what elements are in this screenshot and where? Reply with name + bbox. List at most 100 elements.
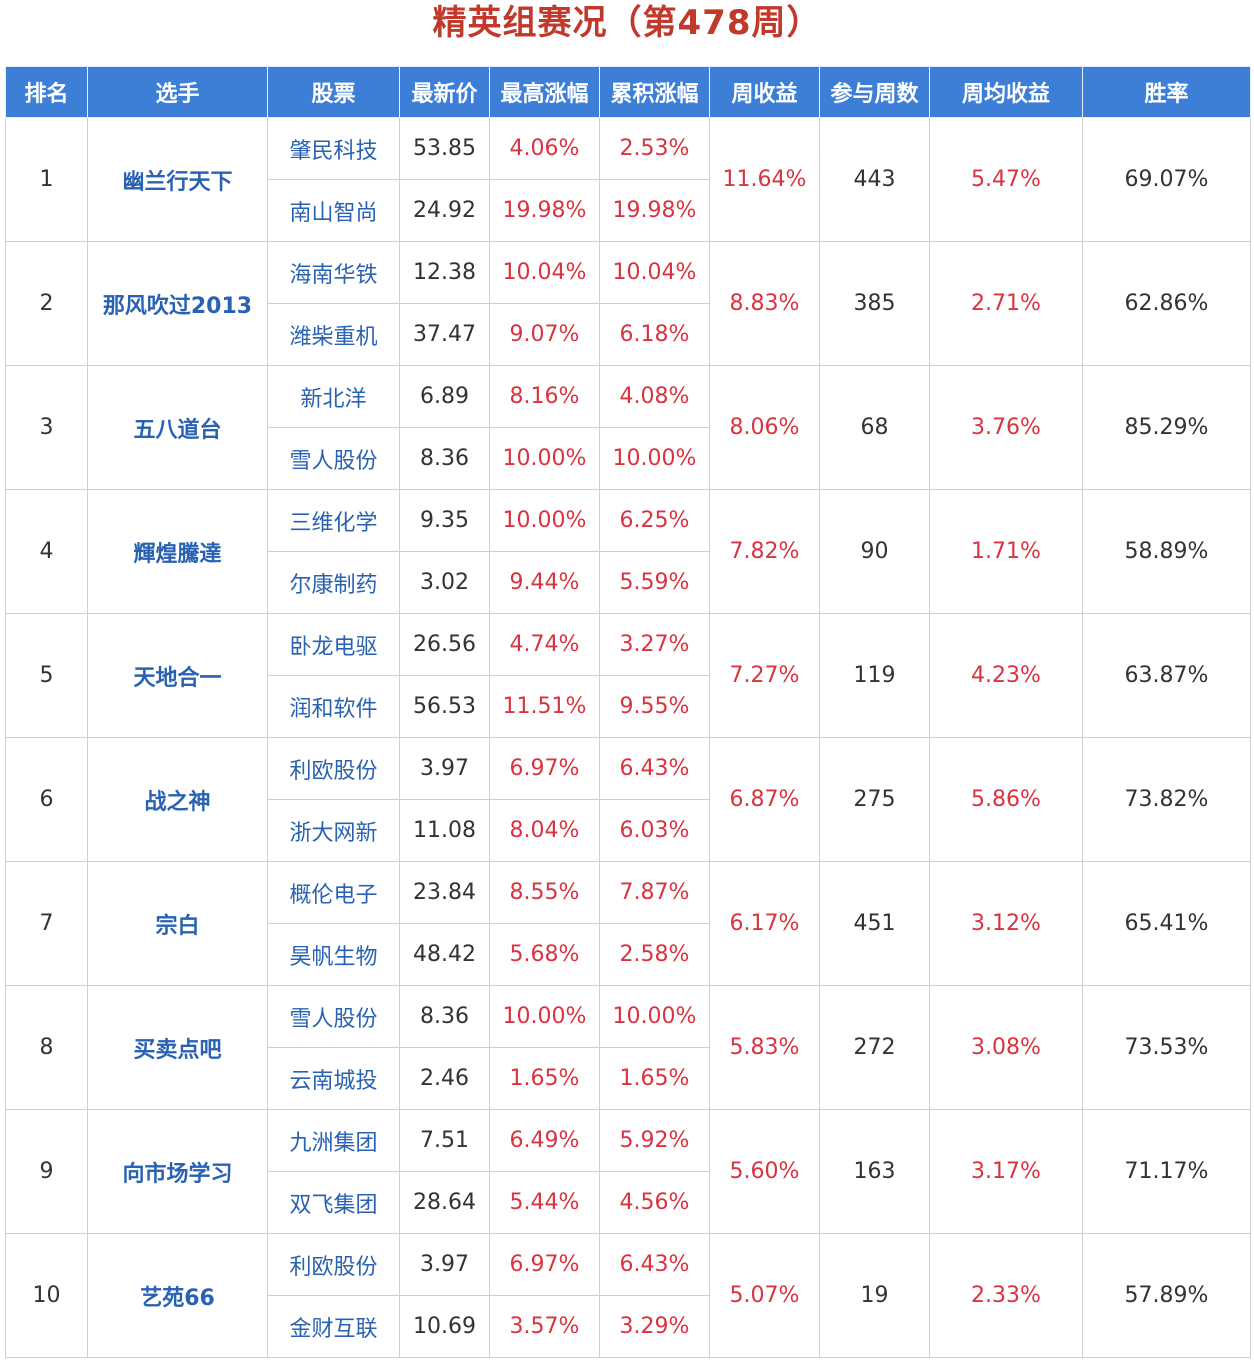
weekly-return-cell: 5.83% xyxy=(709,985,820,1110)
stock-link[interactable]: 润和软件 xyxy=(267,675,400,738)
cum-gain-cell: 5.92% xyxy=(599,1109,710,1172)
player-link[interactable]: 天地合一 xyxy=(87,613,268,738)
win-rate-cell: 62.86% xyxy=(1082,241,1251,366)
player-link[interactable]: 五八道台 xyxy=(87,365,268,490)
price-cell: 3.97 xyxy=(399,737,490,800)
table-row: 金财互联 10.69 3.57% 3.29% xyxy=(6,1295,1251,1358)
stock-link[interactable]: 利欧股份 xyxy=(267,1233,400,1296)
cum-gain-cell: 2.53% xyxy=(599,117,710,180)
weeks-cell: 90 xyxy=(819,489,930,614)
table-row: 潍柴重机 37.47 9.07% 6.18% xyxy=(6,303,1251,366)
cum-gain-cell: 6.43% xyxy=(599,1233,710,1296)
table-row: 3 五八道台 新北洋 6.89 8.16% 4.08% 8.06% 68 3.76% 85.29% xyxy=(5,365,1251,490)
weeks-cell: 443 xyxy=(819,117,930,242)
weekly-return-cell: 6.17% xyxy=(709,861,820,986)
stock-link[interactable]: 尔康制药 xyxy=(267,551,400,614)
max-gain-cell: 10.00% xyxy=(489,427,600,490)
max-gain-cell: 5.68% xyxy=(489,923,600,986)
weekly-return-cell: 5.07% xyxy=(709,1233,820,1358)
cum-gain-cell: 10.00% xyxy=(599,985,710,1048)
stock-link[interactable]: 肇民科技 xyxy=(267,117,400,180)
header-player: 选手 xyxy=(87,66,268,118)
header-rank: 排名 xyxy=(5,66,88,118)
cum-gain-cell: 6.03% xyxy=(599,799,710,862)
price-cell: 12.38 xyxy=(399,241,490,304)
cum-gain-cell: 3.27% xyxy=(599,613,710,676)
stock-link[interactable]: 雪人股份 xyxy=(267,985,400,1048)
max-gain-cell: 1.65% xyxy=(489,1047,600,1110)
table-row: 昊帆生物 48.42 5.68% 2.58% xyxy=(6,923,1251,986)
stock-link[interactable]: 南山智尚 xyxy=(267,179,400,242)
price-cell: 23.84 xyxy=(399,861,490,924)
avg-return-cell: 3.17% xyxy=(929,1109,1083,1234)
rank-cell: 10 xyxy=(5,1233,88,1358)
max-gain-cell: 9.07% xyxy=(489,303,600,366)
player-link[interactable]: 买卖点吧 xyxy=(87,985,268,1110)
cum-gain-cell: 3.29% xyxy=(599,1295,710,1358)
table-row: 浙大网新 11.08 8.04% 6.03% xyxy=(6,799,1251,862)
stock-link[interactable]: 潍柴重机 xyxy=(267,303,400,366)
cum-gain-cell: 6.25% xyxy=(599,489,710,552)
price-cell: 28.64 xyxy=(399,1171,490,1234)
player-link[interactable]: 輝煌騰達 xyxy=(87,489,268,614)
avg-return-cell: 1.71% xyxy=(929,489,1083,614)
stock-link[interactable]: 昊帆生物 xyxy=(267,923,400,986)
player-link[interactable]: 幽兰行天下 xyxy=(87,117,268,242)
max-gain-cell: 4.74% xyxy=(489,613,600,676)
stock-link[interactable]: 金财互联 xyxy=(267,1295,400,1358)
win-rate-cell: 57.89% xyxy=(1082,1233,1251,1358)
stock-link[interactable]: 雪人股份 xyxy=(267,427,400,490)
weeks-cell: 119 xyxy=(819,613,930,738)
header-weeks: 参与周数 xyxy=(819,66,930,118)
header-latest-price: 最新价 xyxy=(399,66,490,118)
avg-return-cell: 2.33% xyxy=(929,1233,1083,1358)
stock-link[interactable]: 海南华铁 xyxy=(267,241,400,304)
win-rate-cell: 73.53% xyxy=(1082,985,1251,1110)
cum-gain-cell: 6.43% xyxy=(599,737,710,800)
player-link[interactable]: 那风吹过2013 xyxy=(87,241,268,366)
price-cell: 37.47 xyxy=(399,303,490,366)
cum-gain-cell: 9.55% xyxy=(599,675,710,738)
cum-gain-cell: 4.56% xyxy=(599,1171,710,1234)
stock-link[interactable]: 卧龙电驱 xyxy=(267,613,400,676)
weeks-cell: 275 xyxy=(819,737,930,862)
win-rate-cell: 71.17% xyxy=(1082,1109,1251,1234)
player-link[interactable]: 宗白 xyxy=(87,861,268,986)
header-max-gain: 最高涨幅 xyxy=(489,66,600,118)
cum-gain-cell: 19.98% xyxy=(599,179,710,242)
stock-link[interactable]: 新北洋 xyxy=(267,365,400,428)
max-gain-cell: 4.06% xyxy=(489,117,600,180)
stock-link[interactable]: 三维化学 xyxy=(267,489,400,552)
weeks-cell: 19 xyxy=(819,1233,930,1358)
player-link[interactable]: 艺苑66 xyxy=(87,1233,268,1358)
max-gain-cell: 8.16% xyxy=(489,365,600,428)
stock-link[interactable]: 利欧股份 xyxy=(267,737,400,800)
avg-return-cell: 5.47% xyxy=(929,117,1083,242)
table-row: 4 輝煌騰達 三维化学 9.35 10.00% 6.25% 7.82% 90 1.71% 58.8… xyxy=(5,489,1251,614)
stock-link[interactable]: 浙大网新 xyxy=(267,799,400,862)
cum-gain-cell: 2.58% xyxy=(599,923,710,986)
max-gain-cell: 8.55% xyxy=(489,861,600,924)
page-title: 精英组赛况（第478周） xyxy=(432,3,822,43)
stock-link[interactable]: 概伦电子 xyxy=(267,861,400,924)
cum-gain-cell: 10.00% xyxy=(599,427,710,490)
player-link[interactable]: 向市场学习 xyxy=(87,1109,268,1234)
price-cell: 8.36 xyxy=(399,985,490,1048)
max-gain-cell: 5.44% xyxy=(489,1171,600,1234)
stock-link[interactable]: 云南城投 xyxy=(267,1047,400,1110)
max-gain-cell: 6.97% xyxy=(489,1233,600,1296)
max-gain-cell: 11.51% xyxy=(489,675,600,738)
max-gain-cell: 8.04% xyxy=(489,799,600,862)
stock-link[interactable]: 九洲集团 xyxy=(267,1109,400,1172)
ranking-table: 排名 选手 股票 最新价 最高涨幅 累积涨幅 周收益 参与周数 周均收益 胜率 … xyxy=(5,66,1251,1358)
weeks-cell: 385 xyxy=(819,241,930,366)
price-cell: 53.85 xyxy=(399,117,490,180)
weeks-cell: 68 xyxy=(819,365,930,490)
stock-link[interactable]: 双飞集团 xyxy=(267,1171,400,1234)
avg-return-cell: 4.23% xyxy=(929,613,1083,738)
player-link[interactable]: 战之神 xyxy=(87,737,268,862)
win-rate-cell: 65.41% xyxy=(1082,861,1251,986)
weekly-return-cell: 7.82% xyxy=(709,489,820,614)
avg-return-cell: 3.76% xyxy=(929,365,1083,490)
price-cell: 6.89 xyxy=(399,365,490,428)
